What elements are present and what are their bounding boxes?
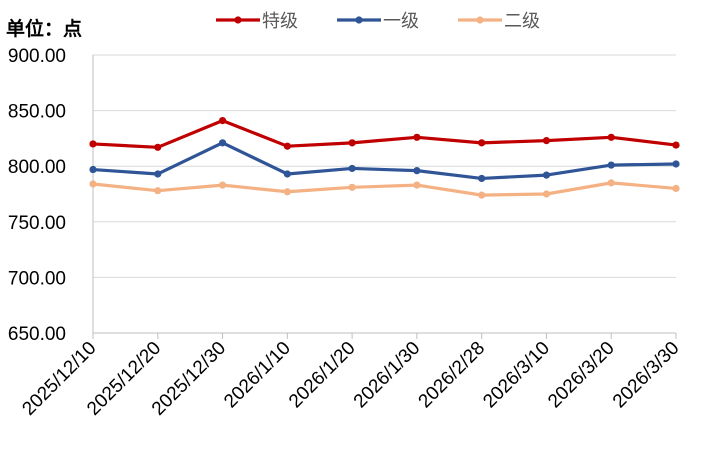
legend-swatch-marker xyxy=(234,16,242,24)
legend-label: 特级 xyxy=(262,11,298,32)
legend-swatch-marker xyxy=(476,16,484,24)
series-line-3 xyxy=(91,181,678,197)
x-tick-label: 2026/2/28 xyxy=(415,338,490,413)
data-point xyxy=(154,187,162,195)
data-point xyxy=(89,180,97,188)
data-point xyxy=(348,164,356,173)
data-point xyxy=(348,183,356,191)
legend-label: 一级 xyxy=(383,11,419,32)
data-point xyxy=(89,140,97,148)
data-point xyxy=(89,165,97,174)
data-point xyxy=(542,171,551,179)
x-tick-label: 2026/1/30 xyxy=(350,338,425,413)
y-tick-label: 900.00 xyxy=(8,46,66,67)
x-tick-label: 2026/1/10 xyxy=(220,338,295,413)
x-tick-label: 2026/3/10 xyxy=(479,338,554,413)
data-point xyxy=(413,167,421,175)
x-tick-label: 2026/3/20 xyxy=(544,338,619,413)
data-point xyxy=(413,181,421,189)
series-line-1 xyxy=(91,119,678,149)
data-point xyxy=(218,117,227,125)
data-point xyxy=(154,170,162,178)
data-point xyxy=(478,174,486,183)
data-point xyxy=(672,184,680,193)
data-point xyxy=(283,170,291,178)
data-point xyxy=(154,143,162,151)
data-point xyxy=(542,190,551,198)
data-point xyxy=(672,141,680,149)
data-point xyxy=(413,133,421,141)
data-point xyxy=(218,181,227,189)
data-point xyxy=(607,133,615,141)
y-tick-label: 650.00 xyxy=(8,324,66,345)
y-tick-label: 750.00 xyxy=(8,213,66,234)
series-line-2 xyxy=(91,141,678,181)
data-point xyxy=(348,139,356,147)
data-point xyxy=(607,161,615,169)
legend-swatch-marker xyxy=(355,16,363,24)
y-tick-label: 700.00 xyxy=(8,268,66,289)
y-tick-label: 850.00 xyxy=(8,102,66,123)
x-tick-label: 2026/3/30 xyxy=(609,338,684,413)
data-point xyxy=(283,142,291,150)
data-point xyxy=(283,188,291,196)
y-tick-label: 800.00 xyxy=(8,157,66,178)
data-point xyxy=(542,137,551,145)
data-point xyxy=(218,139,227,147)
data-point xyxy=(478,139,486,147)
data-point xyxy=(478,191,486,199)
legend-label: 二级 xyxy=(504,11,540,32)
x-tick-label: 2026/1/20 xyxy=(285,338,360,413)
unit-label: 单位：点 xyxy=(6,18,83,40)
data-point xyxy=(607,179,615,187)
data-point xyxy=(672,160,680,168)
